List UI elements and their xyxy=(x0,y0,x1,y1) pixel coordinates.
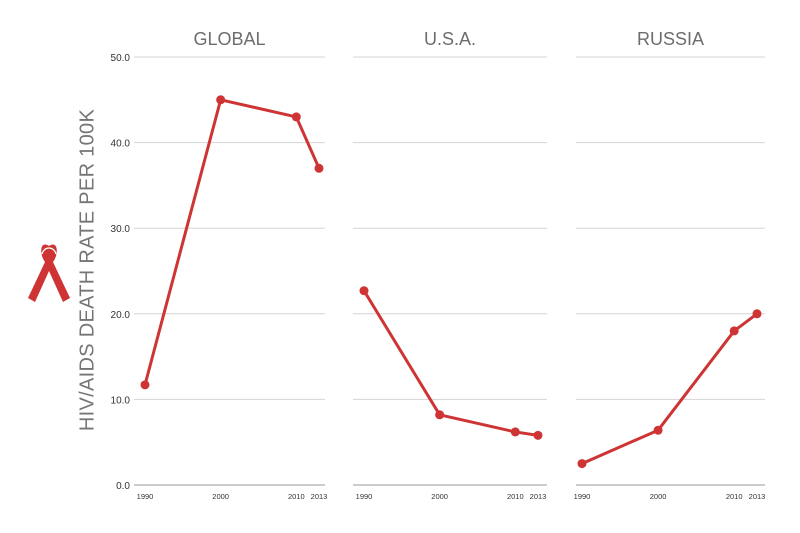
aids-ribbon-icon xyxy=(28,244,70,302)
y-tick-label: 20.0 xyxy=(111,310,131,321)
data-point xyxy=(653,425,663,435)
data-point xyxy=(435,410,445,420)
panel-title: GLOBAL xyxy=(193,29,265,49)
panel-title: RUSSIA xyxy=(637,29,704,49)
x-tick-label: 2013 xyxy=(311,492,328,501)
data-point xyxy=(577,459,587,469)
series-line xyxy=(362,289,540,437)
data-point xyxy=(510,427,520,437)
data-point xyxy=(729,326,739,336)
y-tick-label: 50.0 xyxy=(111,53,131,64)
x-tick-label: 1990 xyxy=(137,492,154,501)
data-point xyxy=(752,309,762,319)
y-tick-label: 30.0 xyxy=(111,224,131,235)
x-tick-label: 2000 xyxy=(650,492,667,501)
data-point xyxy=(359,286,369,296)
data-point xyxy=(216,95,226,105)
x-tick-label: 2013 xyxy=(749,492,766,501)
panel-title: U.S.A. xyxy=(424,29,476,49)
x-tick-label: 2000 xyxy=(212,492,229,501)
series-line xyxy=(580,312,759,466)
x-tick-label: 2010 xyxy=(288,492,305,501)
series-line xyxy=(143,98,321,387)
data-point xyxy=(291,112,301,122)
x-tick-label: 1990 xyxy=(574,492,591,501)
x-tick-label: 2010 xyxy=(726,492,743,501)
x-tick-label: 1990 xyxy=(356,492,373,501)
data-point xyxy=(533,430,543,440)
x-tick-label: 2010 xyxy=(507,492,524,501)
x-tick-label: 2000 xyxy=(431,492,448,501)
data-point xyxy=(314,163,324,173)
x-tick-label: 2013 xyxy=(530,492,547,501)
data-point xyxy=(140,380,150,390)
y-tick-label: 0.0 xyxy=(116,481,130,492)
y-tick-label: 10.0 xyxy=(111,395,131,406)
y-tick-label: 40.0 xyxy=(111,139,131,150)
